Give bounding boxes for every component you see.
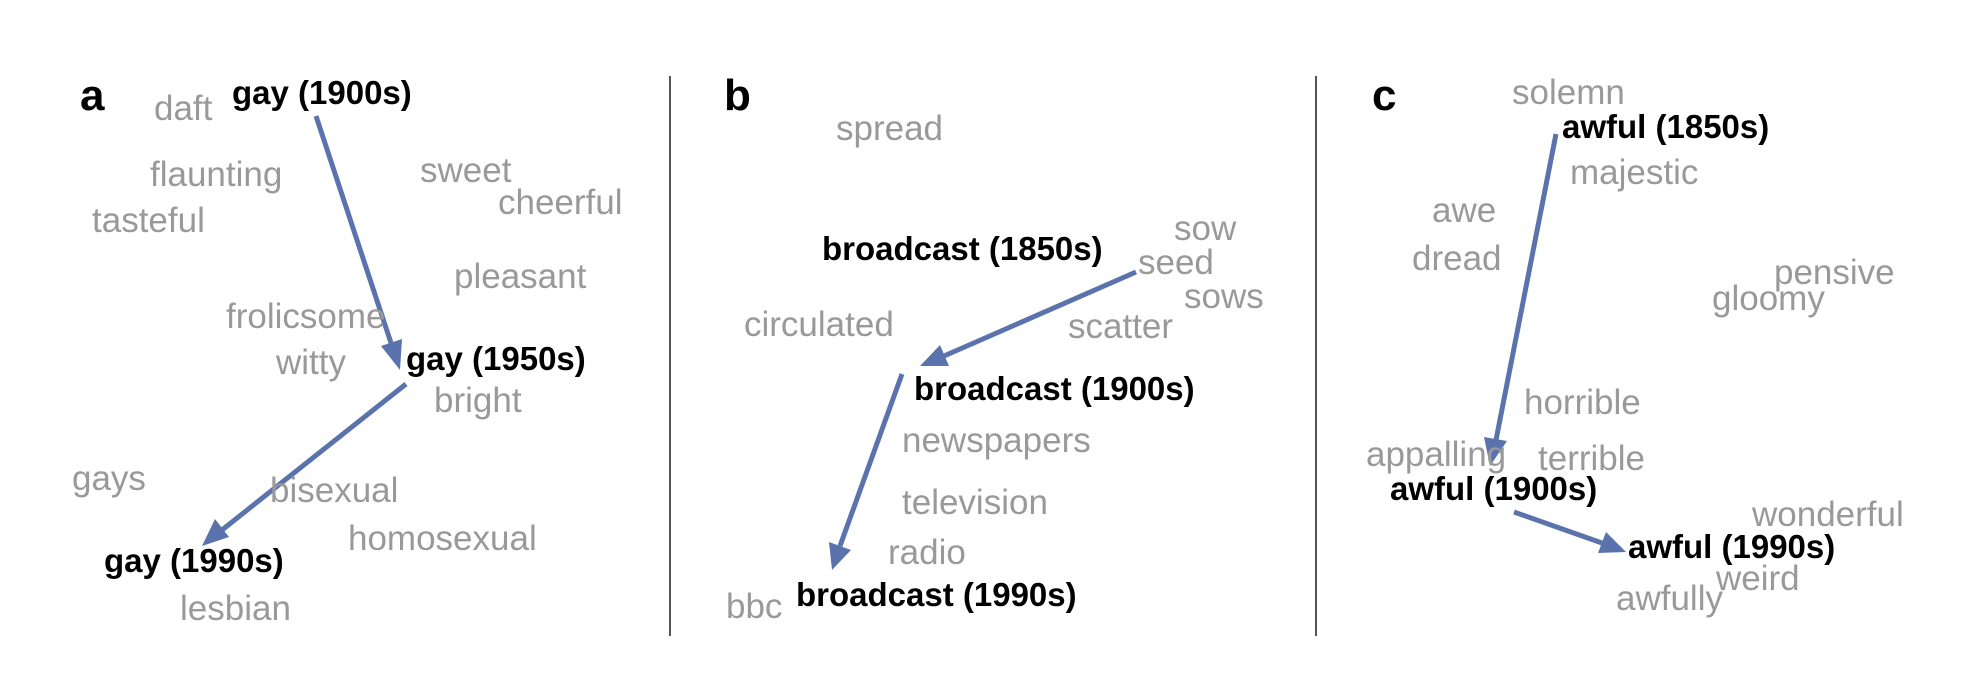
neighbor-circulated: circulated (744, 305, 894, 344)
arrow-awful-1850s-1900s (1493, 133, 1559, 441)
neighbor-witty: witty (275, 343, 347, 382)
neighbor-pensive: pensive (1774, 253, 1895, 292)
neighbor-gloomy: gloomy (1712, 279, 1825, 318)
neighbor-frolicsome: frolicsome (226, 297, 385, 336)
focus-word-awful-1850s: awful (1850s) (1562, 108, 1769, 145)
neighbor-dread: dread (1412, 239, 1502, 278)
neighbor-homosexual: homosexual (348, 519, 537, 558)
arrow-broadcast-1850s-1900s (942, 269, 1138, 359)
arrow-gay-1900s-1950s (313, 115, 395, 347)
focus-word-broadcast-1990s: broadcast (1990s) (796, 576, 1077, 613)
neighbor-daft: daft (154, 89, 213, 128)
panel-a: a gay (1900s) gay (1950s) gay (1990s) da… (72, 71, 623, 628)
neighbor-lesbian: lesbian (180, 589, 291, 628)
arrowhead-broadcast-1900s (920, 345, 949, 366)
panel-letter: b (724, 71, 751, 120)
focus-word-gay-1950s: gay (1950s) (406, 340, 586, 377)
arrowhead-gay-1950s (381, 339, 402, 370)
neighbor-flaunting: flaunting (150, 155, 282, 194)
neighbor-sweet: sweet (420, 151, 512, 190)
neighbor-weird: weird (1715, 559, 1800, 598)
neighbor-sows: sows (1184, 277, 1264, 316)
neighbor-bright: bright (434, 381, 522, 420)
neighbor-tasteful: tasteful (92, 201, 205, 240)
neighbor-solemn: solemn (1512, 73, 1625, 112)
arrowhead-awful-1900s (1484, 437, 1507, 466)
neighbor-majestic: majestic (1570, 153, 1698, 192)
arrow-awful-1900s-1990s (1513, 509, 1603, 546)
panel-letter: c (1372, 71, 1396, 120)
focus-word-gay-1900s: gay (1900s) (232, 74, 412, 111)
panel-c: c awful (1850s) awful (1900s) awful (199… (1366, 71, 1904, 618)
focus-word-gay-1990s: gay (1990s) (104, 542, 284, 579)
neighbor-sow: sow (1174, 209, 1237, 248)
arrowhead-awful-1990s (1598, 532, 1626, 553)
neighbor-pleasant: pleasant (454, 257, 587, 296)
arrow-broadcast-1900s-1990s (837, 373, 905, 547)
focus-word-awful-1990s: awful (1990s) (1628, 528, 1835, 565)
focus-word-broadcast-1900s: broadcast (1900s) (914, 370, 1195, 407)
neighbor-terrible: terrible (1538, 439, 1645, 478)
neighbor-awfully: awfully (1616, 579, 1723, 618)
neighbor-scatter: scatter (1068, 307, 1173, 346)
neighbor-bisexual: bisexual (270, 471, 398, 510)
neighbor-awe: awe (1432, 191, 1496, 230)
arrowhead-gay-1990s (202, 519, 229, 546)
neighbor-newspapers: newspapers (902, 421, 1091, 460)
neighbor-appalling: appalling (1366, 435, 1506, 474)
neighbor-cheerful: cheerful (498, 183, 623, 222)
neighbor-television: television (902, 483, 1048, 522)
neighbor-spread: spread (836, 109, 943, 148)
arrow-gay-1950s-1990s (220, 382, 408, 532)
arrowhead-broadcast-1990s (829, 542, 851, 570)
neighbor-wonderful: wonderful (1751, 495, 1904, 534)
neighbor-gays: gays (72, 459, 146, 498)
panel-b: b broadcast (1850s) broadcast (1900s) br… (724, 71, 1264, 626)
neighbor-seed: seed (1138, 243, 1214, 282)
panel-letter: a (80, 71, 105, 120)
neighbor-radio: radio (888, 533, 966, 572)
neighbor-horrible: horrible (1524, 383, 1641, 422)
focus-word-awful-1900s: awful (1900s) (1390, 470, 1597, 507)
focus-word-broadcast-1850s: broadcast (1850s) (822, 230, 1103, 267)
neighbor-bbc: bbc (726, 587, 782, 626)
